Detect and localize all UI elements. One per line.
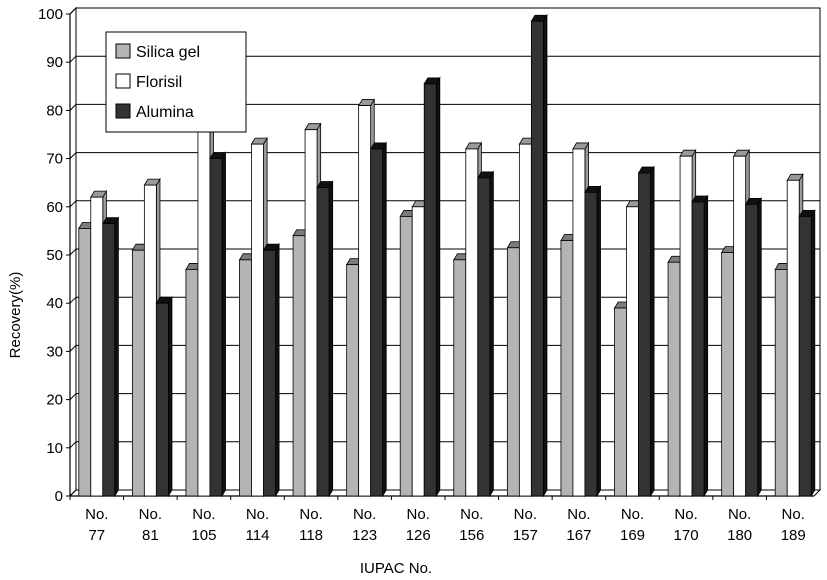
x-tick-label: 118	[299, 527, 323, 544]
legend-swatch	[115, 103, 131, 119]
bar	[209, 151, 227, 498]
y-tick-label: 50	[46, 247, 63, 264]
y-tick-label: 60	[46, 199, 63, 216]
bar	[530, 13, 548, 498]
y-axis-title: Recovery(%)	[7, 272, 24, 359]
y-tick-label: 90	[46, 54, 63, 71]
bar	[316, 180, 334, 498]
x-tick-label: No.	[728, 506, 751, 523]
bar	[691, 194, 709, 498]
x-tick-label: 157	[513, 527, 538, 544]
legend-swatch	[115, 73, 131, 89]
x-tick-label: No.	[139, 506, 162, 523]
x-tick-label: No.	[514, 506, 537, 523]
bar	[155, 295, 173, 498]
x-tick-label: No.	[299, 506, 322, 523]
gridline	[69, 55, 820, 63]
x-tick-label: 77	[88, 527, 105, 544]
bar	[477, 170, 495, 498]
bars	[78, 13, 816, 498]
legend-swatch	[115, 43, 131, 59]
bar	[423, 76, 441, 498]
x-tick-label: No.	[246, 506, 269, 523]
x-tick-label: No.	[674, 506, 697, 523]
legend-label: Silica gel	[136, 44, 200, 61]
bar	[637, 165, 655, 498]
legend-label: Alumina	[136, 104, 194, 121]
legend: Silica gel Florisil Alumina	[105, 31, 247, 133]
bar	[102, 216, 120, 498]
y-tick-label: 0	[55, 488, 63, 505]
bar	[798, 208, 816, 498]
bar	[744, 196, 762, 498]
y-tick-label: 80	[46, 102, 63, 119]
x-tick-label: 126	[406, 527, 431, 544]
gridline	[69, 200, 820, 208]
y-tick-label: 30	[46, 343, 63, 360]
x-tick-label: No.	[192, 506, 215, 523]
y-tick-label: 10	[46, 440, 63, 457]
x-tick-label: 114	[246, 527, 270, 544]
x-axis-title: IUPAC No.	[360, 560, 432, 577]
y-tick-labels: 0 10 20 30 40 50 60 70 80 90 100	[38, 6, 63, 505]
x-tick-label: 81	[142, 527, 159, 544]
bar	[584, 184, 602, 498]
legend-label: Florisil	[136, 74, 182, 91]
y-tick-label: 70	[46, 151, 63, 168]
x-tick-label: 167	[566, 527, 591, 544]
y-tick-label: 40	[46, 295, 63, 312]
x-tick-label: No.	[621, 506, 644, 523]
x-tick-label: 105	[191, 527, 216, 544]
x-tick-label: No.	[782, 506, 805, 523]
x-tick-label: No.	[85, 506, 108, 523]
x-tick-label: 123	[352, 527, 377, 544]
bar	[262, 242, 280, 498]
x-tick-label: No.	[460, 506, 483, 523]
legend-entry: Alumina	[115, 103, 194, 121]
x-tick-labels: No. 77 No. 81 No. 105 No. 114 No. 118 No. 123 No. 126…	[85, 506, 806, 544]
x-tick-label: No.	[353, 506, 376, 523]
x-tick-label: 156	[459, 527, 484, 544]
x-tick-label: 169	[620, 527, 645, 544]
y-tick-label: 20	[46, 392, 63, 409]
gridline	[69, 7, 820, 15]
x-tick-label: 180	[727, 527, 752, 544]
y-tick-label: 100	[38, 6, 63, 23]
legend-entry: Florisil	[115, 73, 182, 91]
gridline	[69, 103, 820, 111]
gridline	[69, 152, 820, 159]
x-tick-label: No.	[567, 506, 590, 523]
bar	[369, 141, 387, 498]
legend-entry: Silica gel	[115, 43, 200, 61]
x-tick-label: 189	[781, 527, 806, 544]
x-tick-label: 170	[674, 527, 699, 544]
x-tick-label: No.	[407, 506, 430, 523]
